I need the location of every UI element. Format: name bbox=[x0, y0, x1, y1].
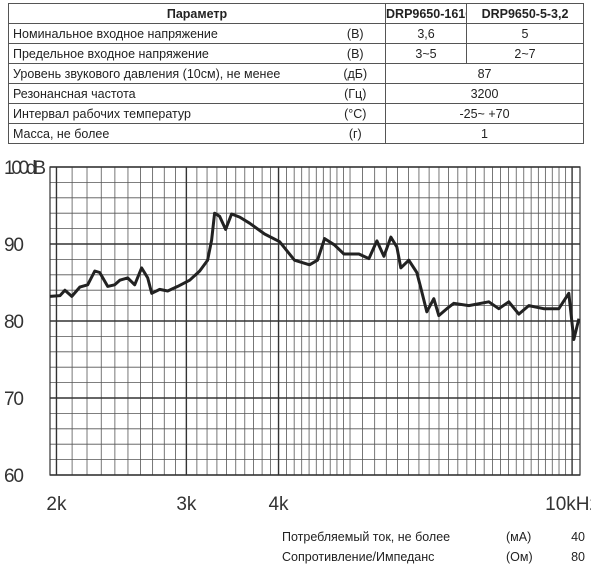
value-cell: 3,6 bbox=[385, 23, 468, 44]
unit-cell: (Гц) bbox=[325, 83, 387, 104]
y-tick-label: 100dB bbox=[4, 158, 46, 179]
unit-cell: (В) bbox=[325, 23, 387, 44]
unit-cell: (В) bbox=[325, 43, 387, 64]
table-row: Интервал рабочих температур (°С) -25~ +70 bbox=[8, 103, 585, 124]
footer-label: Сопротивление/Импеданс bbox=[282, 550, 435, 564]
response-curve bbox=[49, 211, 581, 341]
table-row: Уровень звукового давления (10см), не ме… bbox=[8, 63, 585, 84]
table-row: Номинальное входное напряжение (В) 3,6 5 bbox=[8, 23, 585, 44]
value-cell: 1 bbox=[385, 123, 585, 144]
table-body: Параметр DRP9650-1616 DRP9650-5-3,2 Номина… bbox=[7, 3, 585, 144]
param-cell: Интервал рабочих температур bbox=[8, 103, 326, 124]
footer-unit: (Ом) bbox=[506, 550, 533, 564]
footer-value: 80 bbox=[571, 550, 585, 564]
unit-cell: (°С) bbox=[325, 103, 387, 124]
x-tick-label: 3k bbox=[176, 494, 197, 515]
y-tick-label: 80 bbox=[4, 312, 24, 333]
chart: 60 70 80 90 100dB 2k 3k 4k 10kHz bbox=[4, 158, 591, 515]
param-cell: Резонансная частота bbox=[8, 83, 326, 104]
footer-value: 40 bbox=[571, 530, 585, 544]
y-tick-label: 90 bbox=[4, 235, 24, 256]
spec-table: Параметр DRP9650-1616 DRP9650-5-3,2 Номина… bbox=[7, 3, 585, 144]
param-cell: Масса, не более bbox=[8, 123, 326, 144]
param-cell: Предельное входное напряжение bbox=[8, 43, 326, 64]
table-row: Масса, не более (г) 1 bbox=[8, 123, 585, 144]
table-row: Резонансная частота (Гц) 3200 bbox=[8, 83, 585, 104]
y-tick-label: 70 bbox=[4, 389, 24, 410]
unit-cell: (г) bbox=[325, 123, 387, 144]
x-tick-label: 4k bbox=[268, 494, 289, 515]
x-tick-label: 2k bbox=[46, 494, 67, 515]
param-cell: Номинальное входное напряжение bbox=[8, 23, 326, 44]
y-tick-label: 60 bbox=[4, 466, 24, 487]
footer-label: Потребляемый ток, не более bbox=[282, 530, 451, 544]
x-tick-label: 10kHz bbox=[545, 494, 591, 515]
footer-unit: (мА) bbox=[506, 530, 532, 544]
